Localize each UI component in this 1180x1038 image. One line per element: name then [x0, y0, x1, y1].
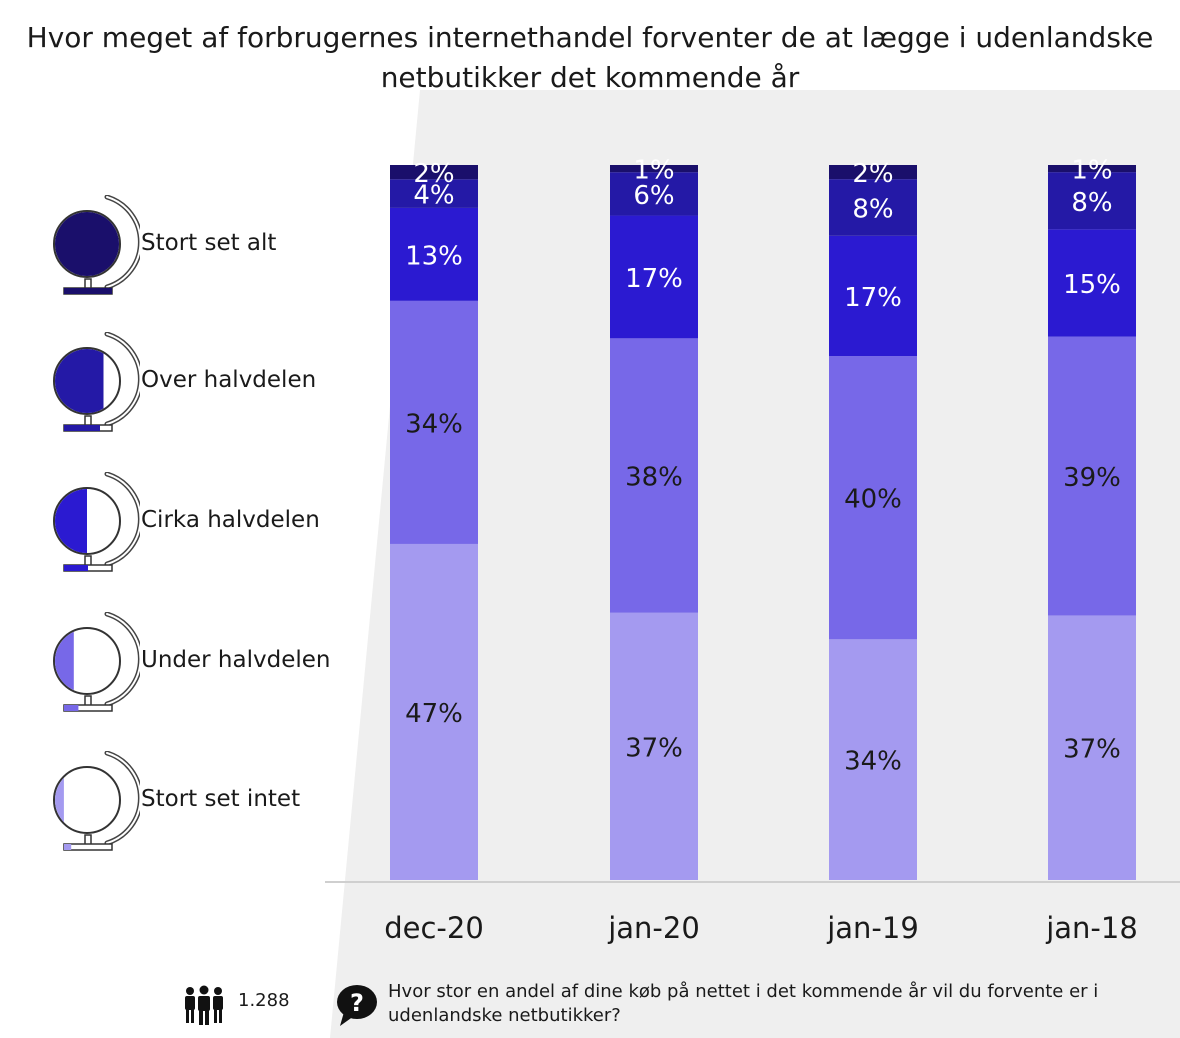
- bar-segment: [1048, 229, 1136, 337]
- survey-question: Hvor stor en andel af dine køb på nettet…: [388, 981, 1099, 1026]
- data-label: 2%: [852, 159, 893, 189]
- data-label: 8%: [1071, 188, 1112, 218]
- globe-icon: [53, 612, 140, 712]
- bar-segment: [1048, 172, 1136, 230]
- legend-label: Stort set alt: [141, 230, 277, 256]
- question-icon: ?: [337, 985, 377, 1026]
- legend-item-cirka-halvdelen: Cirka halvdelen: [50, 472, 350, 572]
- title-line-2: netbutikker det kommende år: [380, 61, 800, 94]
- data-label: 6%: [633, 181, 674, 211]
- data-label: 2%: [413, 159, 454, 189]
- stacked-bar-chart: 47%34%13%4%2%dec-2037%38%17%6%1%jan-2034…: [325, 156, 1180, 945]
- data-label: 15%: [1063, 270, 1121, 300]
- x-tick-label: jan-20: [607, 911, 700, 945]
- bar-segment: [829, 639, 917, 880]
- bar-segment: [829, 179, 917, 236]
- legend-item-stort-set-alt: Stort set alt: [50, 195, 350, 295]
- data-label: 17%: [625, 264, 683, 294]
- chart-title: Hvor meget af forbrugernes internethande…: [0, 18, 1180, 98]
- x-tick-label: jan-18: [1045, 911, 1138, 945]
- data-label: 1%: [633, 156, 674, 186]
- globe-icon: [53, 751, 140, 851]
- bar-segment: [390, 300, 478, 544]
- bar-segment: [390, 165, 478, 180]
- legend-label: Under halvdelen: [141, 647, 331, 673]
- legend-label: Over halvdelen: [141, 367, 317, 393]
- legend: Stort set alt Over halvdelen Cirka halvd…: [50, 0, 350, 880]
- data-label: 47%: [405, 699, 463, 729]
- data-label: 34%: [405, 409, 463, 439]
- data-label: 34%: [844, 747, 902, 777]
- svg-text:?: ?: [350, 989, 364, 1017]
- bar-segment: [829, 356, 917, 640]
- bar-segment: [829, 235, 917, 357]
- data-label: 4%: [413, 181, 454, 211]
- bar-segment: [390, 543, 478, 880]
- bar-segment: [1048, 165, 1136, 173]
- bar-segment: [610, 612, 698, 880]
- bar-segment: [390, 179, 478, 208]
- bar-segment: [829, 165, 917, 180]
- bar-segment: [1048, 336, 1136, 616]
- data-label: 39%: [1063, 463, 1121, 493]
- bar-segment: [390, 207, 478, 301]
- title-line-1: Hvor meget af forbrugernes internethande…: [26, 21, 1154, 54]
- legend-item-stort-set-intet: Stort set intet: [50, 751, 350, 851]
- legend-label: Stort set intet: [141, 786, 301, 812]
- legend-label: Cirka halvdelen: [141, 507, 320, 533]
- data-label: 13%: [405, 241, 463, 271]
- data-label: 1%: [1071, 156, 1112, 186]
- data-label: 40%: [844, 485, 902, 515]
- legend-item-under-halvdelen: Under halvdelen: [50, 612, 350, 712]
- data-label: 37%: [625, 733, 683, 763]
- bar-segment: [1048, 615, 1136, 880]
- legend-item-over-halvdelen: Over halvdelen: [50, 332, 350, 432]
- data-label: 37%: [1063, 735, 1121, 765]
- globe-icon: [53, 472, 140, 572]
- data-label: 17%: [844, 283, 902, 313]
- data-label: 38%: [625, 463, 683, 493]
- respondent-count: 1.288: [238, 990, 290, 1011]
- data-label: 8%: [852, 194, 893, 224]
- people-icon: [185, 985, 223, 1025]
- globe-icon: [53, 332, 140, 432]
- globe-icon: [53, 195, 140, 295]
- bar-segment: [610, 215, 698, 339]
- bar-segment: [610, 165, 698, 173]
- bar-segment: [610, 338, 698, 613]
- bar-segment: [610, 172, 698, 216]
- x-tick-label: jan-19: [826, 911, 919, 945]
- x-tick-label: dec-20: [384, 911, 484, 945]
